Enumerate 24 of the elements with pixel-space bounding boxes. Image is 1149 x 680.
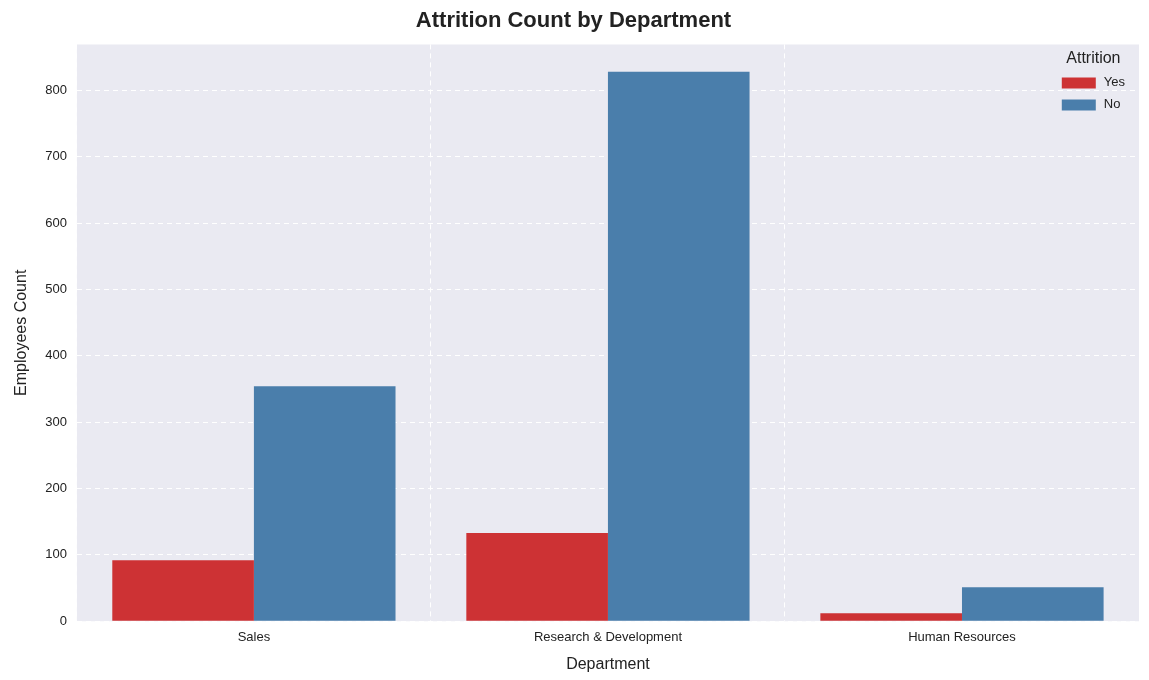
legend-label: No [1103,95,1121,111]
legend-title: Attrition [1066,48,1121,66]
chart-title: Attrition Count by Department [415,7,732,33]
x-tick-label: Human Resources [908,628,1017,644]
legend-label: Yes [1103,73,1126,89]
y-tick-label: 600 [45,214,67,230]
bar [466,532,608,621]
x-tick-label: Research & Development [533,628,683,644]
x-tick-label: Sales [237,628,271,644]
bar [112,560,254,621]
y-tick-label: 800 [45,82,67,98]
y-tick-label: 500 [45,281,67,297]
bar [607,71,750,621]
x-axis-title: Department [566,654,651,672]
bar [961,587,1104,621]
y-tick-label: 200 [45,480,67,496]
y-tick-label: 0 [59,612,67,628]
y-axis-title: Employees Count [12,269,30,396]
y-tick-label: 400 [45,347,67,363]
bar [253,386,396,621]
y-tick-label: 700 [45,148,67,164]
bar [820,613,962,621]
y-tick-label: 300 [45,413,67,429]
y-tick-label: 100 [45,546,67,562]
